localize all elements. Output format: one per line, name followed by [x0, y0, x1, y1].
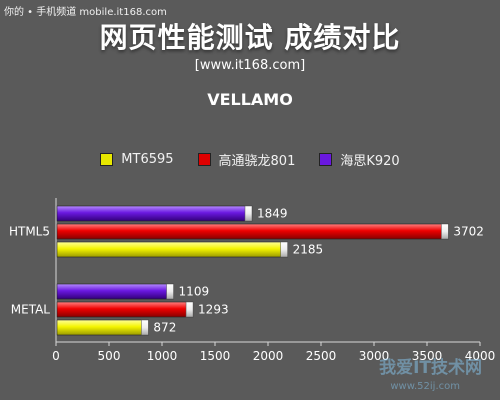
- x-tick-label-500: 500: [98, 349, 121, 363]
- x-tick-label-3000: 3000: [359, 349, 390, 363]
- category-label-metal: METAL: [11, 303, 51, 317]
- data-label-metal-snapdragon801: 1293: [198, 303, 229, 317]
- legend-item-mt6595: MT6595: [100, 150, 174, 169]
- legend-label-mt6595: MT6595: [121, 152, 174, 167]
- bar-end-cap-html5-k920: [244, 205, 253, 222]
- x-tick-label-2500: 2500: [306, 349, 337, 363]
- bar-html5-k920: [56, 205, 253, 222]
- top-left-watermark: 你的 • 手机频道 mobile.it168.com: [4, 7, 167, 18]
- x-tick-label-3500: 3500: [412, 349, 443, 363]
- bar-metal-k920: [56, 283, 174, 300]
- legend-swatch-snapdragon801: [197, 153, 211, 166]
- bar-end-cap-html5-snapdragon801: [441, 223, 449, 240]
- x-tick-label-1000: 1000: [147, 349, 178, 363]
- bar-end-cap-metal-snapdragon801: [185, 301, 194, 318]
- data-label-html5-mt6595: 2185: [293, 243, 324, 257]
- bar-metal-snapdragon801: [56, 301, 194, 318]
- bottom-right-watermark-url: www.52ij.com: [390, 381, 460, 392]
- bar-html5-snapdragon801: [56, 223, 449, 240]
- category-label-html5: HTML5: [9, 225, 50, 239]
- x-tick-label-1500: 1500: [200, 349, 231, 363]
- data-label-html5-k920: 1849: [257, 207, 288, 221]
- legend: MT6595 高通骁龙801 海思K920: [0, 150, 500, 169]
- bar-metal-mt6595: [56, 319, 149, 336]
- legend-item-snapdragon801: 高通骁龙801: [197, 150, 296, 169]
- bar-html5-mt6595: [56, 241, 288, 258]
- x-tick-label-2000: 2000: [253, 349, 284, 363]
- bar-end-cap-metal-mt6595: [141, 319, 149, 336]
- x-tick-label-0: 0: [52, 349, 60, 363]
- legend-swatch-k920: [319, 153, 333, 166]
- x-tick-label-4000: 4000: [465, 349, 496, 363]
- chart-benchmark-label: VELLAMO: [207, 90, 293, 109]
- bottom-right-watermark: 我爱IT技术网: [379, 358, 482, 378]
- chart-title: 网页性能测试 成绩对比: [99, 21, 401, 54]
- bar-end-cap-html5-mt6595: [280, 241, 288, 258]
- legend-item-k920: 海思K920: [319, 150, 400, 169]
- data-label-metal-k920: 1109: [179, 285, 210, 299]
- bar-end-cap-metal-k920: [166, 283, 174, 300]
- legend-label-k920: 海思K920: [340, 154, 400, 169]
- data-label-html5-snapdragon801: 3702: [453, 225, 484, 239]
- data-label-metal-mt6595: 872: [153, 321, 176, 335]
- legend-label-snapdragon801: 高通骁龙801: [218, 154, 296, 169]
- chart-subtitle: [www.it168.com]: [194, 58, 306, 73]
- legend-swatch-mt6595: [100, 153, 114, 166]
